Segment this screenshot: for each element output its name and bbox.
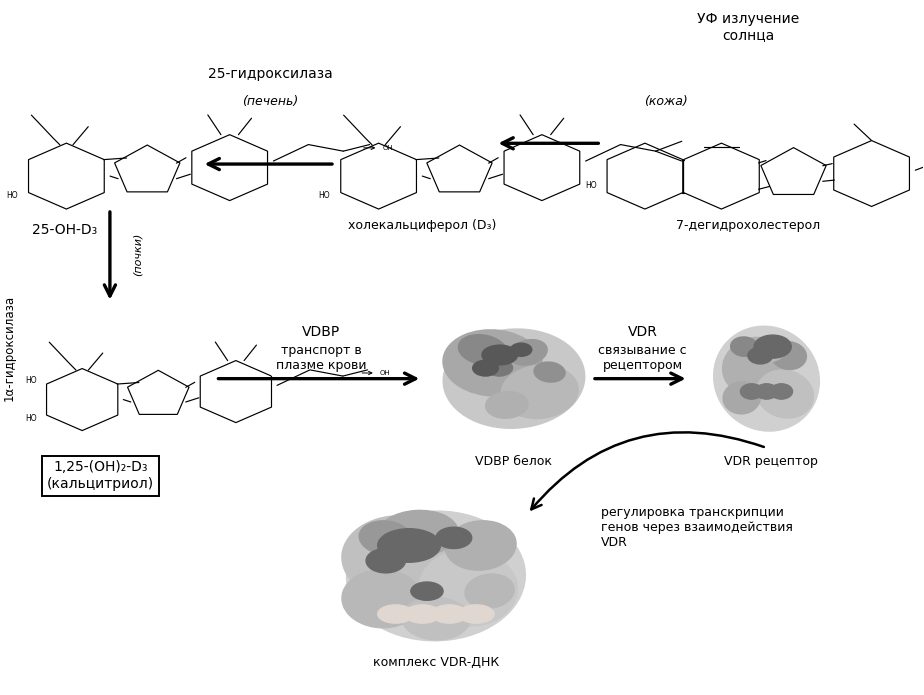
Text: УФ излучение
солнца: УФ излучение солнца: [697, 12, 799, 42]
Ellipse shape: [473, 360, 498, 376]
Text: HO: HO: [585, 181, 597, 190]
Ellipse shape: [445, 521, 517, 570]
Ellipse shape: [443, 330, 542, 396]
Ellipse shape: [772, 342, 807, 370]
Ellipse shape: [458, 605, 494, 623]
Ellipse shape: [432, 605, 468, 623]
Ellipse shape: [487, 360, 513, 376]
Text: транспорт в
плазме крови: транспорт в плазме крови: [276, 344, 367, 372]
Ellipse shape: [748, 348, 772, 364]
Text: 25-гидроксилаза: 25-гидроксилаза: [208, 67, 333, 81]
Ellipse shape: [378, 529, 441, 562]
Ellipse shape: [444, 329, 585, 428]
Ellipse shape: [342, 570, 422, 628]
Text: VDBP: VDBP: [302, 325, 340, 339]
Text: HO: HO: [25, 377, 36, 386]
Ellipse shape: [486, 392, 529, 418]
Ellipse shape: [501, 365, 578, 418]
Text: HO: HO: [25, 414, 36, 423]
Ellipse shape: [458, 335, 507, 365]
Text: (печень): (печень): [242, 95, 298, 108]
Text: (почки): (почки): [132, 232, 142, 276]
Text: (кожа): (кожа): [644, 95, 687, 108]
Ellipse shape: [755, 384, 778, 399]
Ellipse shape: [757, 370, 813, 418]
Text: 7-дегидрохолестерол: 7-дегидрохолестерол: [676, 220, 821, 232]
Text: холекальциферол (D₃): холекальциферол (D₃): [348, 220, 496, 232]
Ellipse shape: [378, 605, 414, 623]
Ellipse shape: [359, 521, 412, 555]
Text: связывание с
рецептором: связывание с рецептором: [598, 344, 687, 372]
Ellipse shape: [419, 550, 517, 626]
Text: 1,25-(OH)₂-D₃
(кальцитриол): 1,25-(OH)₂-D₃ (кальцитриол): [47, 461, 154, 491]
Ellipse shape: [723, 382, 760, 414]
Ellipse shape: [754, 335, 791, 358]
Text: VDR: VDR: [627, 325, 658, 339]
Text: регулировка транскрипции
генов через взаимодействия
VDR: регулировка транскрипции генов через вза…: [602, 506, 793, 549]
Ellipse shape: [534, 362, 565, 382]
Ellipse shape: [436, 528, 472, 548]
Ellipse shape: [723, 337, 785, 394]
Ellipse shape: [402, 597, 470, 640]
Text: OH: OH: [380, 370, 391, 376]
Ellipse shape: [405, 605, 441, 623]
Ellipse shape: [378, 510, 458, 556]
Ellipse shape: [748, 339, 785, 362]
Ellipse shape: [465, 574, 515, 608]
Ellipse shape: [482, 345, 517, 365]
Ellipse shape: [509, 340, 547, 365]
Text: HO: HO: [6, 191, 18, 200]
Ellipse shape: [713, 326, 820, 431]
Text: комплекс VDR-ДНК: комплекс VDR-ДНК: [372, 656, 499, 669]
Text: VDBP белок: VDBP белок: [476, 455, 553, 468]
Ellipse shape: [740, 384, 763, 399]
Text: OH: OH: [383, 145, 394, 151]
Text: 25-OH-D₃: 25-OH-D₃: [31, 223, 97, 237]
Ellipse shape: [771, 384, 793, 399]
Ellipse shape: [731, 337, 758, 357]
Text: 1α-гидроксилаза: 1α-гидроксилаза: [3, 295, 16, 400]
Ellipse shape: [342, 516, 458, 600]
Text: VDR рецептор: VDR рецептор: [724, 455, 818, 468]
Ellipse shape: [346, 511, 526, 641]
Ellipse shape: [366, 548, 406, 573]
Ellipse shape: [510, 343, 531, 357]
Text: HO: HO: [319, 191, 330, 200]
Ellipse shape: [411, 582, 444, 600]
